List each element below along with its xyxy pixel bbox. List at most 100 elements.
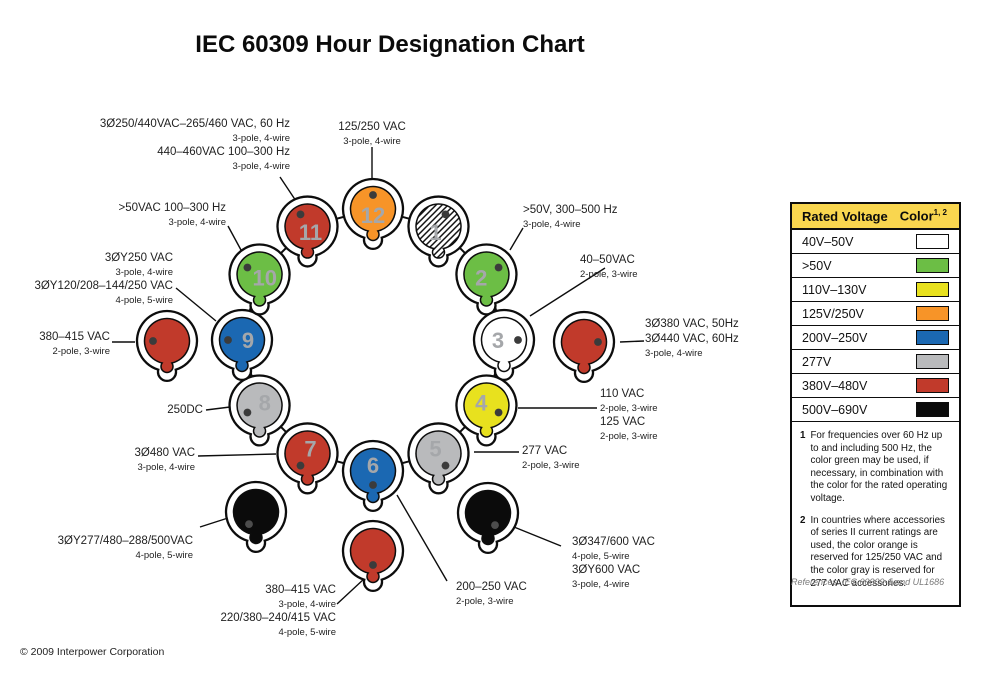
voltage-text: 125/250 VAC	[338, 121, 406, 133]
hour-number: 12	[361, 203, 385, 228]
connector-face-outline	[463, 251, 510, 307]
ground-position-dot	[243, 263, 252, 272]
leader-line	[205, 406, 231, 411]
ground-position-dot	[245, 520, 253, 529]
references-text: References: IEC 60309-1 and UL1686	[791, 577, 945, 587]
wiring-text: 3-pole, 4-wire	[168, 217, 226, 228]
wiring-text: 2-pole, 3-wire	[600, 431, 658, 442]
connector-face	[481, 317, 527, 372]
wiring-text: 3-pole, 4-wire	[115, 267, 173, 278]
connector-face	[465, 490, 511, 545]
voltage-text: >50VAC 100–300 Hz	[118, 202, 226, 214]
label-hour-11: 3Ø250/440VAC–265/460 VAC, 60 Hz 3-pole, 4…	[100, 117, 290, 173]
label-hour-8: 250DC	[167, 403, 203, 418]
footnote-text: In countries where accessories of series…	[810, 514, 945, 589]
label-hour-12: 125/250 VAC 3-pole, 4-wire	[302, 120, 442, 148]
hour-number: 10	[253, 266, 277, 291]
wiring-text: 2-pole, 3-wire	[52, 346, 110, 357]
connector-face-outline	[236, 251, 283, 307]
hour-number: 3	[492, 328, 504, 353]
leader-line	[197, 453, 277, 457]
connector-face-outline	[284, 430, 331, 486]
connector-hour-3: 3	[472, 308, 536, 382]
leader-line	[509, 227, 524, 251]
voltage-text: 380–415 VAC	[39, 331, 110, 343]
label-hour-9: 3ØY250 VAC 3-pole, 4-wire 3ØY120/208–144/2…	[34, 251, 173, 307]
label-satellite-5h: 3Ø347/600 VAC 4-pole, 5-wire 3ØY600 VAC 3-p…	[572, 535, 655, 591]
ground-position-dot	[494, 263, 503, 272]
connector-hour-7: 7	[276, 422, 339, 495]
ground-position-dot	[491, 521, 499, 530]
connector-face	[350, 186, 396, 241]
legend-footnotes: 1 For frequencies over 60 Hz up to and in…	[792, 422, 959, 605]
leader-line	[513, 526, 562, 547]
legend-voltage: >50V	[802, 258, 832, 273]
connector-hour-1: 1	[407, 195, 470, 268]
color-swatch	[916, 282, 949, 297]
legend-rows: 40V–50V >50V 110V–130V 125V/250V 200V–250V 27…	[792, 230, 959, 422]
color-swatch	[916, 354, 949, 369]
legend-voltage: 110V–130V	[802, 282, 867, 297]
label-satellite-3h: 3Ø380 VAC, 50Hz 3Ø440 VAC, 60Hz 3-pole, 4-…	[645, 317, 739, 360]
connector-face-outline	[232, 488, 280, 545]
leader-line	[396, 494, 448, 582]
connector-face	[463, 382, 509, 438]
voltage-text: 3ØY600 VAC	[572, 564, 641, 576]
ground-position-dot	[369, 561, 377, 569]
wiring-text: 2-pole, 3-wire	[600, 403, 658, 414]
leader-line	[227, 225, 242, 251]
connector-face	[285, 204, 330, 259]
label-hour-7: 3Ø480 VAC 3-pole, 4-wire	[134, 446, 195, 474]
connector-face-outline	[415, 430, 462, 486]
connector-face-outline	[349, 185, 397, 242]
legend-panel: Rated Voltage Color1, 2 40V–50V >50V 110V–…	[790, 202, 961, 608]
hatch-fill	[416, 204, 461, 259]
hour-number: 8	[259, 391, 271, 416]
voltage-text: 440–460VAC 100–300 Hz	[157, 146, 290, 158]
hour-number: 7	[304, 436, 316, 461]
label-hour-2: >50V, 300–500 Hz 3-pole, 4-wire	[523, 203, 618, 231]
ground-position-dot	[494, 408, 503, 417]
footnote-number: 2	[800, 514, 806, 526]
wiring-text: 3-pole, 4-wire	[343, 136, 401, 147]
connector-face	[350, 528, 396, 583]
connector-face	[219, 317, 265, 372]
connector-face-outline	[236, 382, 283, 438]
connector-face	[144, 318, 190, 373]
legend-header: Rated Voltage Color1, 2	[792, 204, 959, 230]
voltage-text: 3Ø380 VAC, 50Hz	[645, 318, 739, 330]
voltage-text: 3ØY250 VAC	[104, 252, 173, 264]
legend-voltage: 277V	[802, 354, 832, 369]
hour-number: 9	[242, 328, 254, 353]
leader-line	[619, 340, 645, 343]
connector-hour-2: 2	[455, 243, 518, 316]
legend-row: 125V/250V	[792, 302, 959, 326]
color-swatch	[916, 378, 949, 393]
voltage-text: 3Ø440 VAC, 60Hz	[645, 333, 739, 345]
legend-voltage: 380V–480V	[802, 378, 868, 393]
footnote-number: 1	[800, 430, 806, 441]
ground-position-dot	[296, 461, 305, 470]
hour-number: 1	[429, 220, 441, 245]
ground-position-dot	[149, 337, 157, 345]
legend-voltage: 125V/250V	[802, 306, 864, 321]
wiring-text: 4-pole, 5-wire	[278, 627, 336, 638]
wiring-text: 2-pole, 3-wire	[456, 596, 514, 607]
connector-satellite-5h	[456, 481, 520, 555]
leader-line	[336, 577, 366, 605]
ground-position-dot	[514, 336, 522, 344]
voltage-text: 110 VAC	[600, 388, 645, 400]
wiring-text: 3-pole, 4-wire	[232, 133, 290, 144]
leader-line	[529, 267, 606, 317]
connector-face-outline	[349, 447, 397, 504]
voltage-text: 220/380–240/415 VAC	[220, 612, 336, 624]
legend-row: 40V–50V	[792, 230, 959, 254]
connector-face-outline	[463, 382, 510, 438]
legend-voltage: 500V–690V	[802, 402, 868, 417]
connector-face-outline	[349, 527, 397, 584]
voltage-text: 250DC	[167, 404, 203, 416]
legend-footnote-marker: 1, 2	[933, 208, 947, 218]
legend-row: 380V–480V	[792, 374, 959, 398]
leader-line	[199, 517, 229, 528]
